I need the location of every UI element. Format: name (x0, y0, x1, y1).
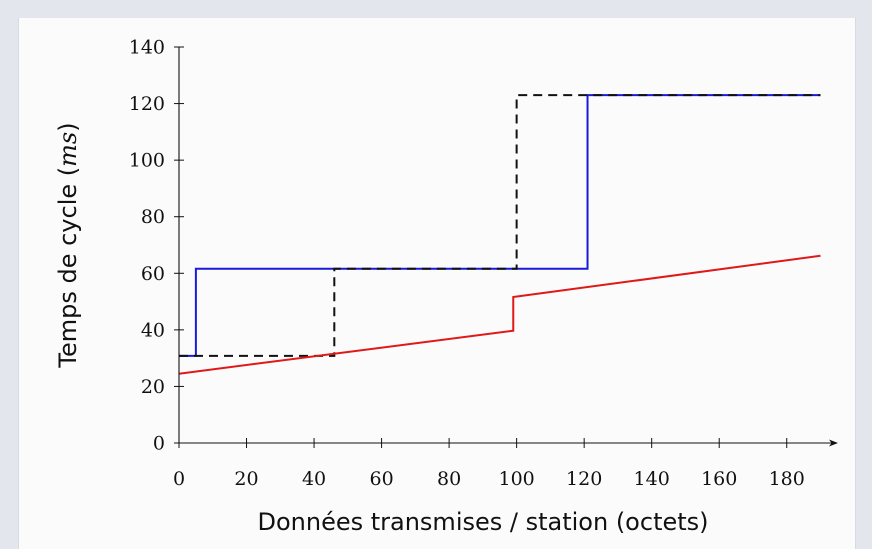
x-axis-arrowhead (829, 439, 838, 447)
y-tick-label: 80 (141, 206, 165, 228)
y-tick-label: 100 (129, 150, 165, 172)
x-tick-label: 120 (566, 468, 602, 490)
x-tick-label: 40 (302, 468, 326, 490)
y-tick-label: 140 (129, 37, 165, 59)
ticks-layer: 0 20 40 60 80 100 120 140 0 20 40 60 80 100 120 140 160 1… (129, 37, 805, 491)
figure-panel (18, 18, 856, 549)
x-tick-label: 0 (173, 468, 185, 490)
y-tick-label: 60 (141, 263, 165, 285)
series-layer (178, 94, 821, 375)
axes-layer (178, 47, 838, 447)
x-tick-label: 20 (234, 468, 258, 490)
y-axis-title-paren-close: ) (54, 122, 82, 131)
series-line-2 (179, 94, 821, 357)
x-tick-label: 60 (369, 468, 393, 490)
y-tick-label: 20 (141, 376, 165, 398)
x-axis-title: Données transmises / station (octets) (257, 508, 708, 536)
y-axis-title-main: Temps de cycle (54, 176, 82, 368)
series-line-1 (179, 94, 821, 357)
y-tick-label: 40 (141, 319, 165, 341)
y-tick-label: 120 (129, 93, 165, 115)
y-tick-label: 0 (153, 433, 165, 455)
y-axis-title-unit: ms (54, 132, 82, 167)
y-axis-title: Temps de cycle (ms) (54, 122, 82, 368)
series-line-3 (178, 254, 821, 375)
y-axis-title-paren-open: ( (54, 167, 82, 176)
x-tick-label: 180 (769, 468, 805, 490)
x-tick-label: 140 (634, 468, 670, 490)
x-tick-label: 80 (437, 468, 461, 490)
x-tick-label: 160 (701, 468, 737, 490)
x-tick-label: 100 (498, 468, 534, 490)
